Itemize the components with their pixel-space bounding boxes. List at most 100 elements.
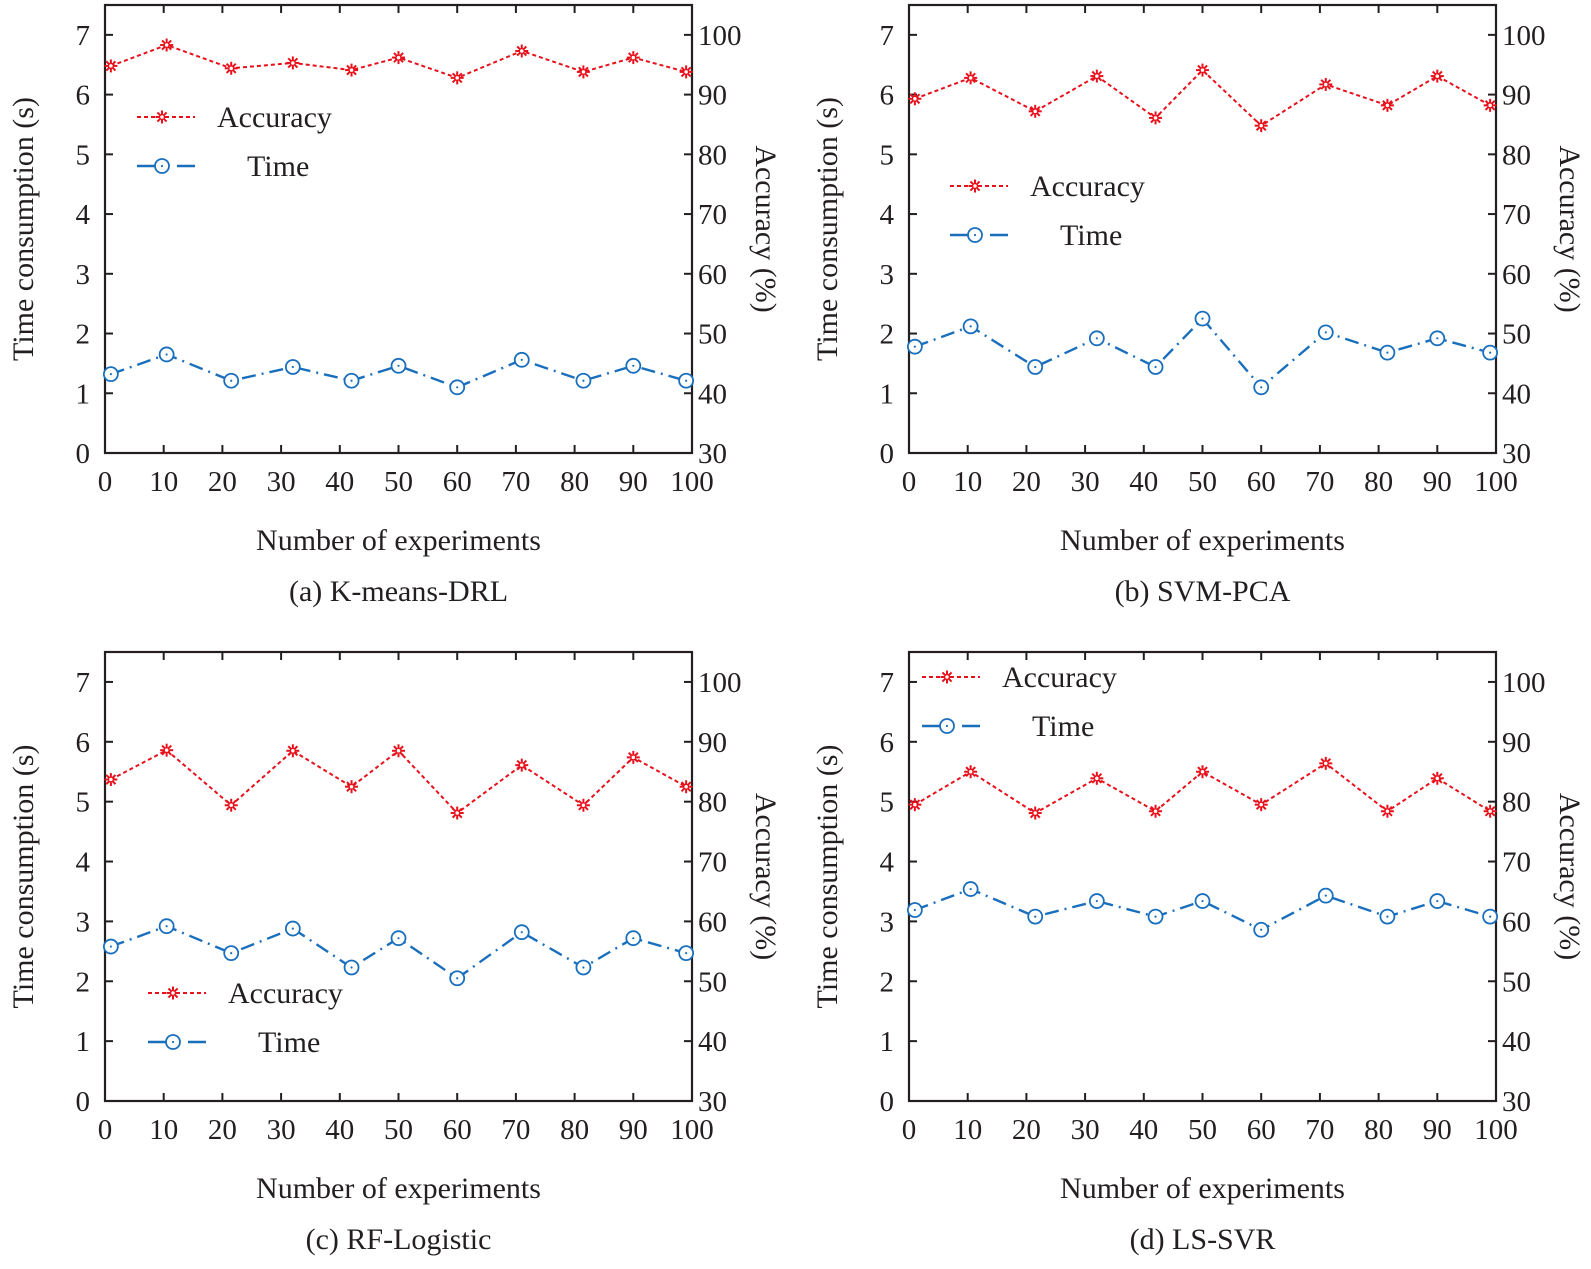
y-left-axis-title: Time consumption (s) [7, 97, 40, 361]
x-tick-label: 80 [1364, 466, 1393, 498]
accuracy-point [1483, 804, 1497, 818]
x-tick-label: 0 [902, 1114, 917, 1146]
series-time [906, 310, 1499, 396]
y-left-tick-label: 6 [880, 80, 895, 112]
time-point [678, 945, 695, 962]
legend: Accuracy Time [922, 661, 1117, 743]
y-left-tick-label: 0 [76, 1086, 91, 1118]
series-accuracy [908, 756, 1497, 820]
plot-frame [907, 650, 1498, 1103]
time-point [223, 945, 240, 962]
y-left-tick-label: 0 [76, 438, 91, 470]
x-tick-label: 30 [267, 466, 296, 498]
y-left-tick-label: 6 [76, 727, 91, 759]
panel-caption: (a) K-means-DRL [289, 575, 508, 608]
time-point [678, 372, 695, 389]
time-point [102, 366, 119, 383]
y-right-tick-label: 100 [698, 20, 742, 52]
y-right-tick-label: 70 [1502, 847, 1531, 879]
panel-caption: (d) LS-SVR [1130, 1223, 1276, 1256]
x-axis-title: Number of experiments [256, 524, 541, 557]
accuracy-point [626, 750, 640, 764]
accuracy-point [515, 44, 529, 58]
y-left-tick-label: 2 [880, 966, 895, 998]
y-left-axis-title: Time consumption (s) [811, 97, 844, 361]
x-tick-label: 50 [384, 1114, 413, 1146]
legend-time-label: Time [258, 1026, 320, 1059]
legend-accuracy-label: Accuracy [1030, 170, 1145, 203]
x-tick-label: 80 [1364, 1114, 1393, 1146]
time-point [390, 930, 407, 947]
y-right-tick-label: 60 [1502, 259, 1531, 291]
x-tick-label: 10 [149, 466, 178, 498]
time-point [1379, 344, 1396, 361]
y-right-tick-label: 70 [1502, 199, 1531, 231]
y-right-tick-label: 80 [698, 787, 727, 819]
accuracy-point [1254, 798, 1268, 812]
y-left-tick-label: 3 [76, 906, 91, 938]
x-tick-label: 20 [1012, 466, 1041, 498]
x-tick-label: 60 [443, 1114, 472, 1146]
x-tick-label: 100 [670, 466, 714, 498]
series-line-time [914, 316, 1491, 389]
y-right-tick-label: 100 [698, 667, 742, 699]
time-point [1194, 310, 1211, 327]
time-point [625, 357, 642, 374]
accuracy-point [286, 744, 300, 758]
y-right-tick-label: 40 [1502, 1026, 1531, 1058]
panel-d: 0 10 20 30 40 50 60 70 80 90 100 0 1 2 3 4 5 6 7 30 40 50 60 70… [811, 650, 1586, 1256]
time-point [343, 372, 360, 389]
accuracy-point [345, 63, 359, 77]
accuracy-point [1483, 98, 1497, 112]
y-right-tick-label: 50 [1502, 319, 1531, 351]
time-point [1482, 344, 1499, 361]
legend-time-circle-icon [165, 1034, 181, 1050]
x-tick-label: 90 [619, 466, 648, 498]
y-left-tick-label: 7 [76, 20, 91, 52]
panel-caption: (c) RF-Logistic [306, 1223, 492, 1256]
y-left-tick-label: 1 [880, 1026, 895, 1058]
y-left-tick-label: 4 [880, 199, 895, 231]
time-point [1253, 379, 1270, 396]
legend: Accuracy Time [148, 977, 343, 1059]
time-point [625, 930, 642, 947]
time-point [906, 338, 923, 355]
accuracy-point [1254, 119, 1268, 133]
series-accuracy [104, 38, 693, 85]
time-point [1429, 893, 1446, 909]
accuracy-point [679, 65, 693, 79]
legend-accuracy-star-icon [166, 986, 180, 1000]
x-tick-label: 60 [1247, 1114, 1276, 1146]
accuracy-point [1149, 804, 1163, 818]
legend-accuracy-label: Accuracy [1002, 661, 1117, 694]
y-right-tick-label: 70 [698, 199, 727, 231]
x-axis-title: Number of experiments [1060, 524, 1345, 557]
time-point [962, 881, 979, 897]
time-point [390, 357, 407, 374]
time-point [1482, 908, 1499, 925]
time-point [158, 346, 175, 363]
accuracy-point [908, 798, 922, 812]
y-right-tick-label: 100 [1502, 667, 1546, 699]
time-point [906, 902, 923, 918]
time-point [1147, 908, 1164, 925]
y-left-tick-label: 0 [880, 1086, 895, 1118]
legend: Accuracy Time [950, 170, 1145, 252]
x-tick-label: 40 [325, 1114, 354, 1146]
accuracy-point [104, 59, 118, 73]
accuracy-point [1430, 69, 1444, 83]
y-left-tick-label: 0 [880, 438, 895, 470]
x-tick-label: 30 [1071, 466, 1100, 498]
y-left-axis-title: Time consumption (s) [811, 745, 844, 1009]
accuracy-point [1090, 69, 1104, 83]
accuracy-point [576, 65, 590, 79]
accuracy-point [576, 798, 590, 812]
accuracy-point [515, 758, 529, 772]
accuracy-point [1090, 771, 1104, 785]
y-left-axis-title: Time consumption (s) [7, 745, 40, 1009]
time-point [284, 359, 301, 375]
time-point [1317, 887, 1334, 904]
x-tick-label: 10 [953, 1114, 982, 1146]
time-point [1194, 893, 1211, 909]
